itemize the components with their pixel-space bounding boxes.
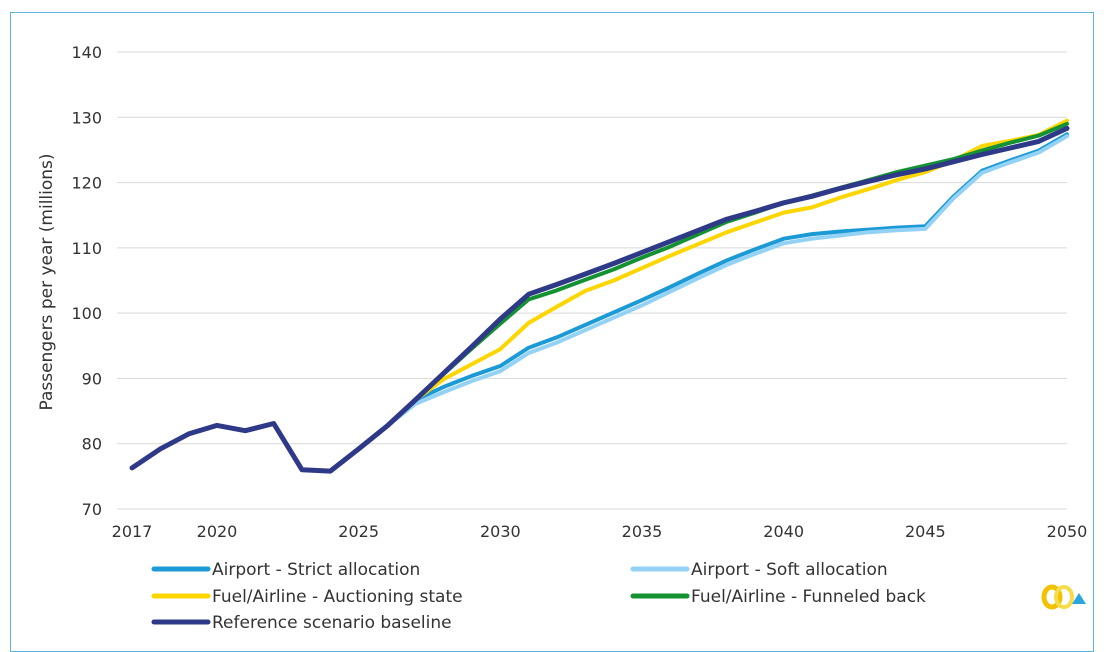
y-tick-label: 90: [82, 369, 102, 388]
legend-label: Airport - Soft allocation: [691, 560, 888, 580]
series-line-3: [130, 118, 1069, 474]
gridlines: [117, 51, 1067, 510]
x-tick-label: 2020: [197, 522, 238, 541]
x-axis-ticks: 2017 2020 2025 2030 2035 2040 2045 2050: [112, 522, 1088, 541]
x-tick-label: 2040: [763, 522, 804, 541]
legend-item: Fuel/Airline - Funneled back: [630, 587, 926, 607]
x-tick-label: 2030: [480, 522, 521, 541]
legend: Airport - Strict allocation Airport - Sof…: [151, 560, 926, 628]
x-tick-label: 2035: [622, 522, 663, 541]
x-tick-label: 2025: [338, 522, 379, 541]
y-tick-label: 80: [82, 435, 102, 454]
x-tick-label: 2050: [1047, 522, 1088, 541]
x-tick-label: 2045: [905, 522, 946, 541]
y-tick-label: 120: [71, 174, 102, 193]
logo-icon: [1041, 584, 1086, 610]
series-line-2: [130, 134, 1069, 474]
y-tick-label: 130: [71, 108, 102, 127]
y-axis-ticks: 70 80 90 100 110 120 130 140: [71, 43, 102, 519]
series-line-1: [130, 132, 1069, 474]
y-tick-label: 140: [71, 43, 102, 62]
y-axis-label: Passengers per year (millions): [37, 153, 57, 410]
legend-item: Reference scenario baseline: [151, 613, 452, 628]
legend-item: Airport - Strict allocation: [151, 560, 420, 580]
legend-item: Fuel/Airline - Auctioning state: [151, 587, 463, 607]
series-lines: [129, 118, 1070, 474]
y-tick-label: 100: [71, 304, 102, 323]
y-tick-label: 70: [82, 500, 102, 519]
series-line-5: [129, 125, 1070, 474]
legend-label: Fuel/Airline - Auctioning state: [212, 587, 463, 607]
legend-label: Reference scenario baseline: [212, 613, 452, 628]
legend-item: Airport - Soft allocation: [630, 560, 888, 580]
x-tick-label: 2017: [112, 522, 153, 541]
y-tick-label: 110: [71, 239, 102, 258]
series-line-4: [130, 121, 1069, 474]
legend-label: Airport - Strict allocation: [212, 560, 420, 580]
legend-label: Fuel/Airline - Funneled back: [691, 587, 926, 607]
